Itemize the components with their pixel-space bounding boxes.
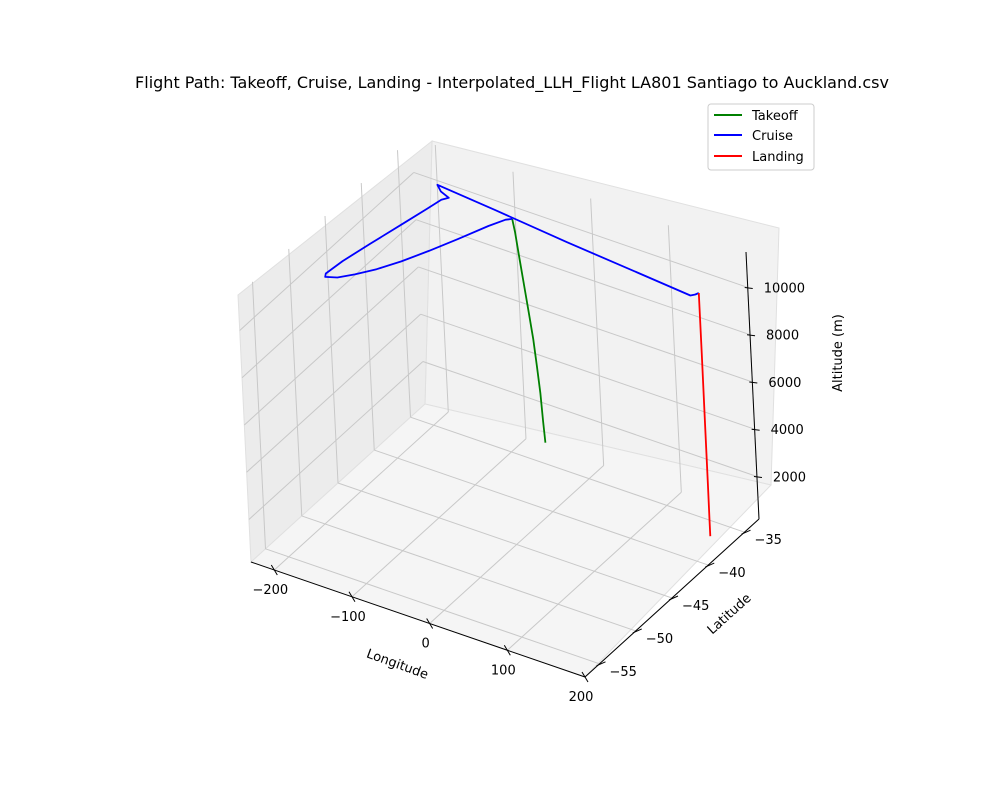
y-gridline-floor xyxy=(301,515,636,632)
y-gridline-left xyxy=(252,281,266,549)
y-tick-label: −40 xyxy=(718,566,745,581)
z-gridline-back xyxy=(420,313,755,430)
y-gridline-left xyxy=(324,215,339,484)
x-gridline-back xyxy=(512,171,527,439)
legend: Takeoff Cruise Landing xyxy=(707,103,815,171)
y-tick-mark xyxy=(596,661,606,667)
series-lines xyxy=(324,183,712,537)
x-tick-label: 0 xyxy=(422,637,430,652)
legend-label-takeoff: Takeoff xyxy=(751,109,799,124)
y-tick-mark xyxy=(632,628,642,634)
z-tick-label: 2000 xyxy=(773,470,806,485)
y-axis-line xyxy=(584,518,760,678)
y-gridline-floor xyxy=(410,416,745,533)
x-tick-label: −200 xyxy=(252,583,288,598)
x-tick-mark xyxy=(270,564,278,576)
y-gridline-floor xyxy=(374,449,709,566)
x-gridline-back xyxy=(434,144,449,413)
y-tick-label: −50 xyxy=(646,632,673,647)
x-tick-mark xyxy=(581,671,589,683)
z-gridline-left xyxy=(241,219,417,379)
series-line-cruise xyxy=(324,183,700,297)
z-axis-line xyxy=(745,251,760,520)
z-tick-label: 8000 xyxy=(766,329,799,344)
z-gridline-left xyxy=(248,361,424,520)
y-tick-mark xyxy=(705,562,715,568)
panes xyxy=(237,139,780,678)
y-gridline-left xyxy=(360,183,375,451)
z-axis-label: Altitude (m) xyxy=(831,314,846,392)
z-gridline-left xyxy=(246,313,421,473)
series-line-landing xyxy=(697,292,712,537)
y-gridline-floor xyxy=(337,482,673,599)
z-tick-mark xyxy=(744,286,753,289)
chart-title: Flight Path: Takeoff, Cruise, Landing - … xyxy=(135,73,889,93)
y-gridline-left xyxy=(397,150,411,418)
z-gridline-back xyxy=(413,171,748,288)
x-tick-label: 100 xyxy=(491,663,516,678)
z-gridline-back xyxy=(415,219,751,336)
x-gridline-back xyxy=(590,198,605,466)
z-gridline-back xyxy=(422,360,758,477)
z-tick-label: 4000 xyxy=(771,423,804,438)
x-axis-line xyxy=(250,561,586,678)
series-line-takeoff xyxy=(511,218,547,443)
y-tick-mark xyxy=(741,529,751,535)
z-tick-mark xyxy=(751,428,760,431)
y-tick-mark xyxy=(668,595,679,601)
y-tick-label: −35 xyxy=(755,533,782,548)
axis-lines xyxy=(250,251,760,678)
x-gridline-back xyxy=(667,225,682,493)
z-tick-label: 6000 xyxy=(768,376,801,391)
z-gridline-left xyxy=(243,266,419,426)
y-tick-label: −45 xyxy=(682,599,709,614)
z-tick-label: 10000 xyxy=(764,281,805,296)
z-tick-mark xyxy=(753,475,762,478)
z-gridline-left xyxy=(239,172,415,331)
x-tick-label: 200 xyxy=(569,690,594,705)
legend-label-landing: Landing xyxy=(752,150,804,165)
legend-label-cruise: Cruise xyxy=(752,129,793,144)
x-tick-mark xyxy=(426,618,434,629)
x-tick-label: −100 xyxy=(330,610,366,625)
x-tick-mark xyxy=(503,644,511,656)
y-gridline-floor xyxy=(265,548,600,665)
y-tick-label: −55 xyxy=(610,665,637,680)
tick-labels: −200 −100 0 100 200 −35 −40 −45 −50 −55 2000 4000 60… xyxy=(252,281,806,705)
x-tick-mark xyxy=(348,591,356,603)
grid-lines xyxy=(239,144,760,678)
z-tick-mark xyxy=(749,381,758,384)
legend-box xyxy=(707,103,815,171)
z-gridline-back xyxy=(418,266,753,383)
z-tick-mark xyxy=(746,334,756,337)
y-gridline-left xyxy=(288,248,303,516)
